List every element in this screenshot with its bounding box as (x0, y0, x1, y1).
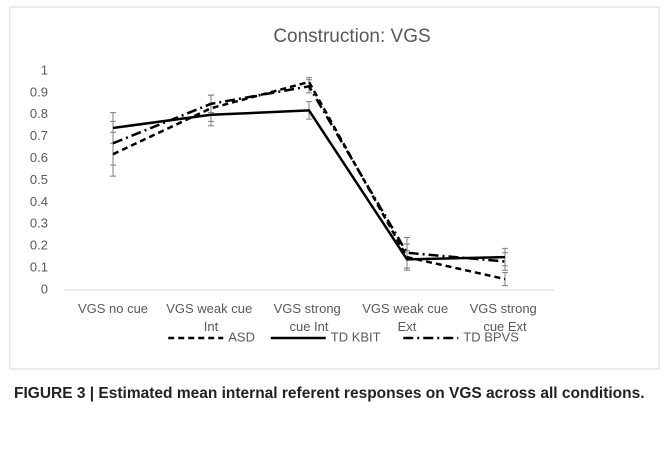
y-tick-label: 0.7 (30, 128, 48, 143)
chart-title: Construction: VGS (273, 26, 430, 47)
y-tick-label: 0.8 (30, 106, 48, 121)
y-tick-label: 0.5 (30, 172, 48, 187)
x-tick-label: VGS no cue (78, 301, 148, 316)
x-tick-label: VGS strong cue Ext (470, 301, 541, 334)
series-line (112, 109, 506, 261)
y-tick-label: 0.9 (30, 84, 48, 99)
error-bar (404, 236, 410, 269)
legend-label: TD BPVS (463, 329, 519, 344)
y-tick-label: 0.4 (30, 194, 48, 209)
x-tick-label: VGS weak cue Int (166, 301, 256, 334)
y-tick-label: 0.2 (30, 238, 48, 253)
series-line (112, 80, 506, 281)
legend-label: TD KBIT (331, 329, 381, 344)
caption: FIGURE 3 | Estimated mean internal refer… (14, 385, 645, 402)
y-tick-label: 0.6 (30, 150, 48, 165)
y-tick-label: 0 (41, 281, 48, 296)
legend-label: ASD (228, 329, 255, 344)
chart-frame (9, 6, 660, 370)
series-line (112, 84, 506, 263)
x-tick-label: VGS strong cue Int (274, 301, 345, 334)
x-tick-label: VGS weak cue Ext (362, 301, 452, 334)
y-tick-label: 1 (41, 62, 48, 77)
error-bar (502, 252, 508, 271)
y-tick-label: 0.3 (30, 216, 48, 231)
y-tick-label: 0.1 (30, 260, 48, 275)
chart: Construction: VGS 0 0.1 0.2 0.3 0.4 0.5 0.6 0.7… (9, 6, 660, 370)
